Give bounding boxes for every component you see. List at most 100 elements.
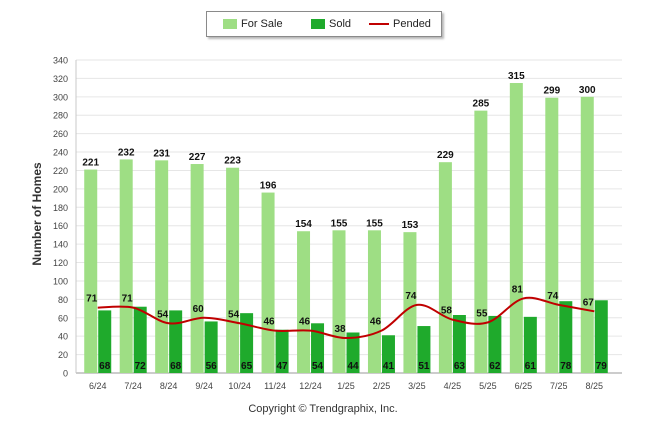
data-label-for-sale: 300 xyxy=(579,85,596,96)
y-tick-label: 0 xyxy=(63,369,68,379)
legend: For Sale Sold Pended xyxy=(206,11,442,37)
legend-label-pended: Pended xyxy=(393,18,431,30)
y-tick-label: 100 xyxy=(53,276,68,286)
data-label-sold: 68 xyxy=(99,361,111,372)
y-tick-label: 160 xyxy=(53,221,68,231)
x-tick-label: 12/24 xyxy=(299,381,322,391)
bar-sold xyxy=(594,300,608,373)
data-label-pended: 74 xyxy=(547,291,559,302)
data-label-pended: 54 xyxy=(157,309,169,320)
data-label-pended: 54 xyxy=(228,309,240,320)
data-label-pended: 46 xyxy=(264,317,276,328)
data-label-pended: 46 xyxy=(299,317,311,328)
data-label-sold: 51 xyxy=(418,361,430,372)
data-label-sold: 65 xyxy=(241,361,253,372)
x-tick-label: 1/25 xyxy=(337,381,355,391)
x-tick-label: 4/25 xyxy=(444,381,462,391)
copyright-text: Copyright © Trendgraphix, Inc. xyxy=(248,403,398,415)
y-tick-label: 280 xyxy=(53,111,68,121)
data-label-pended: 67 xyxy=(583,297,595,308)
data-label-sold: 47 xyxy=(277,361,289,372)
y-tick-label: 320 xyxy=(53,74,68,84)
y-tick-label: 60 xyxy=(58,313,68,323)
bar-for-sale xyxy=(403,232,417,373)
bar-for-sale xyxy=(367,230,381,373)
data-label-for-sale: 154 xyxy=(295,219,312,230)
bar-sold xyxy=(452,315,466,373)
bar-sold xyxy=(346,332,360,373)
data-label-for-sale: 315 xyxy=(508,71,525,82)
data-label-for-sale: 227 xyxy=(189,152,206,163)
bar-for-sale xyxy=(509,83,523,373)
data-label-sold: 44 xyxy=(347,361,359,372)
data-label-sold: 78 xyxy=(560,361,572,372)
data-label-pended: 38 xyxy=(334,324,346,335)
x-tick-label: 6/24 xyxy=(89,381,107,391)
data-label-for-sale: 232 xyxy=(118,147,135,158)
y-tick-label: 200 xyxy=(53,184,68,194)
x-tick-label: 2/25 xyxy=(373,381,391,391)
bar-sold xyxy=(523,316,537,373)
data-label-pended: 58 xyxy=(441,306,453,317)
data-label-for-sale: 153 xyxy=(402,220,419,231)
x-tick-label: 11/24 xyxy=(264,381,286,391)
bar-for-sale xyxy=(119,159,133,373)
bar-sold xyxy=(417,326,431,373)
bar-for-sale xyxy=(580,96,594,373)
bar-sold xyxy=(240,313,254,373)
data-label-sold: 79 xyxy=(596,361,608,372)
bar-for-sale xyxy=(438,162,452,373)
bar-sold xyxy=(275,329,289,373)
data-label-for-sale: 155 xyxy=(331,218,348,229)
legend-label-sold: Sold xyxy=(329,18,352,30)
data-label-sold: 54 xyxy=(312,361,324,372)
bar-sold xyxy=(169,310,183,373)
y-tick-label: 80 xyxy=(58,295,68,305)
bar-sold xyxy=(381,335,395,373)
x-tick-label: 7/25 xyxy=(550,381,568,391)
data-label-sold: 72 xyxy=(135,361,147,372)
legend-label-for-sale: For Sale xyxy=(241,18,283,30)
x-tick-label: 10/24 xyxy=(228,381,251,391)
y-tick-label: 20 xyxy=(58,350,68,360)
data-label-sold: 61 xyxy=(525,361,537,372)
x-tick-label: 8/24 xyxy=(160,381,178,391)
x-tick-label: 3/25 xyxy=(408,381,426,391)
bar-for-sale xyxy=(226,167,240,373)
x-tick-label: 7/24 xyxy=(124,381,142,391)
bar-for-sale xyxy=(155,160,169,373)
bar-for-sale xyxy=(297,231,311,373)
bar-for-sale xyxy=(190,164,204,373)
y-tick-label: 40 xyxy=(58,332,68,342)
data-label-pended: 74 xyxy=(405,291,417,302)
legend-swatch-sold xyxy=(311,19,325,29)
legend-swatch-pended xyxy=(369,23,389,25)
y-axis-label: Number of Homes xyxy=(30,162,44,266)
data-label-for-sale: 231 xyxy=(153,148,170,159)
x-tick-label: 5/25 xyxy=(479,381,497,391)
y-tick-label: 180 xyxy=(53,203,68,213)
data-label-pended: 46 xyxy=(370,317,382,328)
data-label-pended: 71 xyxy=(122,294,134,305)
bar-sold xyxy=(204,321,218,373)
bar-sold xyxy=(133,306,147,373)
bar-for-sale xyxy=(84,169,98,373)
data-label-for-sale: 229 xyxy=(437,150,454,161)
y-tick-label: 260 xyxy=(53,129,68,139)
y-tick-label: 340 xyxy=(53,56,68,66)
data-label-for-sale: 299 xyxy=(543,86,560,97)
y-tick-label: 120 xyxy=(53,258,68,268)
bar-sold xyxy=(98,310,112,373)
bar-sold xyxy=(488,315,502,373)
data-label-pended: 71 xyxy=(86,294,98,305)
y-tick-label: 220 xyxy=(53,166,68,176)
x-tick-label: 9/24 xyxy=(195,381,213,391)
data-label-pended: 55 xyxy=(476,308,488,319)
y-tick-label: 300 xyxy=(53,92,68,102)
bar-for-sale xyxy=(474,110,488,373)
x-tick-label: 8/25 xyxy=(586,381,604,391)
data-label-pended: 60 xyxy=(193,304,205,315)
legend-swatch-for-sale xyxy=(223,19,237,29)
bar-for-sale xyxy=(545,97,559,374)
